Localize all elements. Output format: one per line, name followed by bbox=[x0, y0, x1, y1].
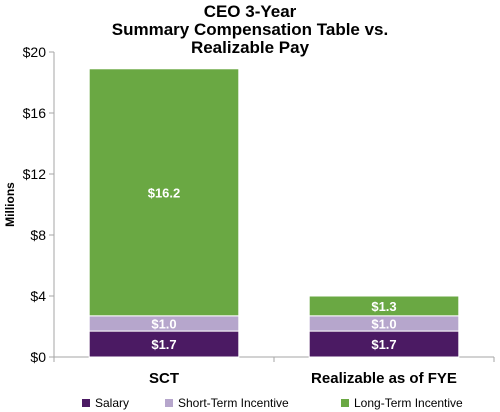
y-axis-title: Millions bbox=[3, 182, 17, 227]
chart-legend: Salary Short-Term Incentive Long-Term In… bbox=[0, 396, 500, 412]
x-category-label: Realizable as of FYE bbox=[311, 370, 457, 387]
chart-title-line-2: Summary Compensation Table vs. bbox=[111, 20, 389, 39]
legend-item-short-term-incentive: Short-Term Incentive bbox=[165, 396, 289, 410]
legend-item-salary: Salary bbox=[82, 396, 129, 410]
data-label-short-term-incentive: $1.0 bbox=[151, 316, 176, 331]
data-label-short-term-incentive: $1.0 bbox=[371, 316, 396, 331]
y-tick-label: $8 bbox=[30, 227, 46, 243]
y-tick-label: $0 bbox=[30, 349, 46, 365]
legend-swatch-short-term-incentive bbox=[165, 399, 173, 407]
bar-segment-long-term-incentive bbox=[308, 295, 460, 317]
legend-swatch-long-term-incentive bbox=[341, 399, 349, 407]
data-label-salary: $1.7 bbox=[371, 337, 396, 352]
bar-segment-salary bbox=[88, 330, 240, 358]
bar-segment-salary bbox=[308, 330, 460, 358]
data-label-long-term-incentive: $16.2 bbox=[148, 185, 181, 200]
x-category-label: SCT bbox=[149, 370, 179, 387]
legend-label-salary: Salary bbox=[95, 396, 130, 410]
chart-title-line-1: CEO 3-Year bbox=[203, 2, 297, 21]
chart-title: CEO 3-Year Summary Compensation Table vs… bbox=[0, 3, 500, 57]
y-tick-label: $4 bbox=[30, 288, 46, 304]
legend-item-long-term-incentive: Long-Term Incentive bbox=[341, 396, 463, 410]
chart-title-line-3: Realizable Pay bbox=[190, 38, 310, 57]
data-label-long-term-incentive: $1.3 bbox=[371, 299, 396, 314]
legend-swatch-salary bbox=[82, 399, 90, 407]
y-tick-label: $20 bbox=[23, 44, 47, 60]
data-label-salary: $1.7 bbox=[151, 337, 176, 352]
y-tick-label: $12 bbox=[23, 166, 47, 182]
legend-label-long-term-incentive: Long-Term Incentive bbox=[354, 396, 463, 410]
legend-label-short-term-incentive: Short-Term Incentive bbox=[178, 396, 289, 410]
y-tick-label: $16 bbox=[23, 105, 47, 121]
bar-segment-long-term-incentive bbox=[88, 68, 240, 317]
